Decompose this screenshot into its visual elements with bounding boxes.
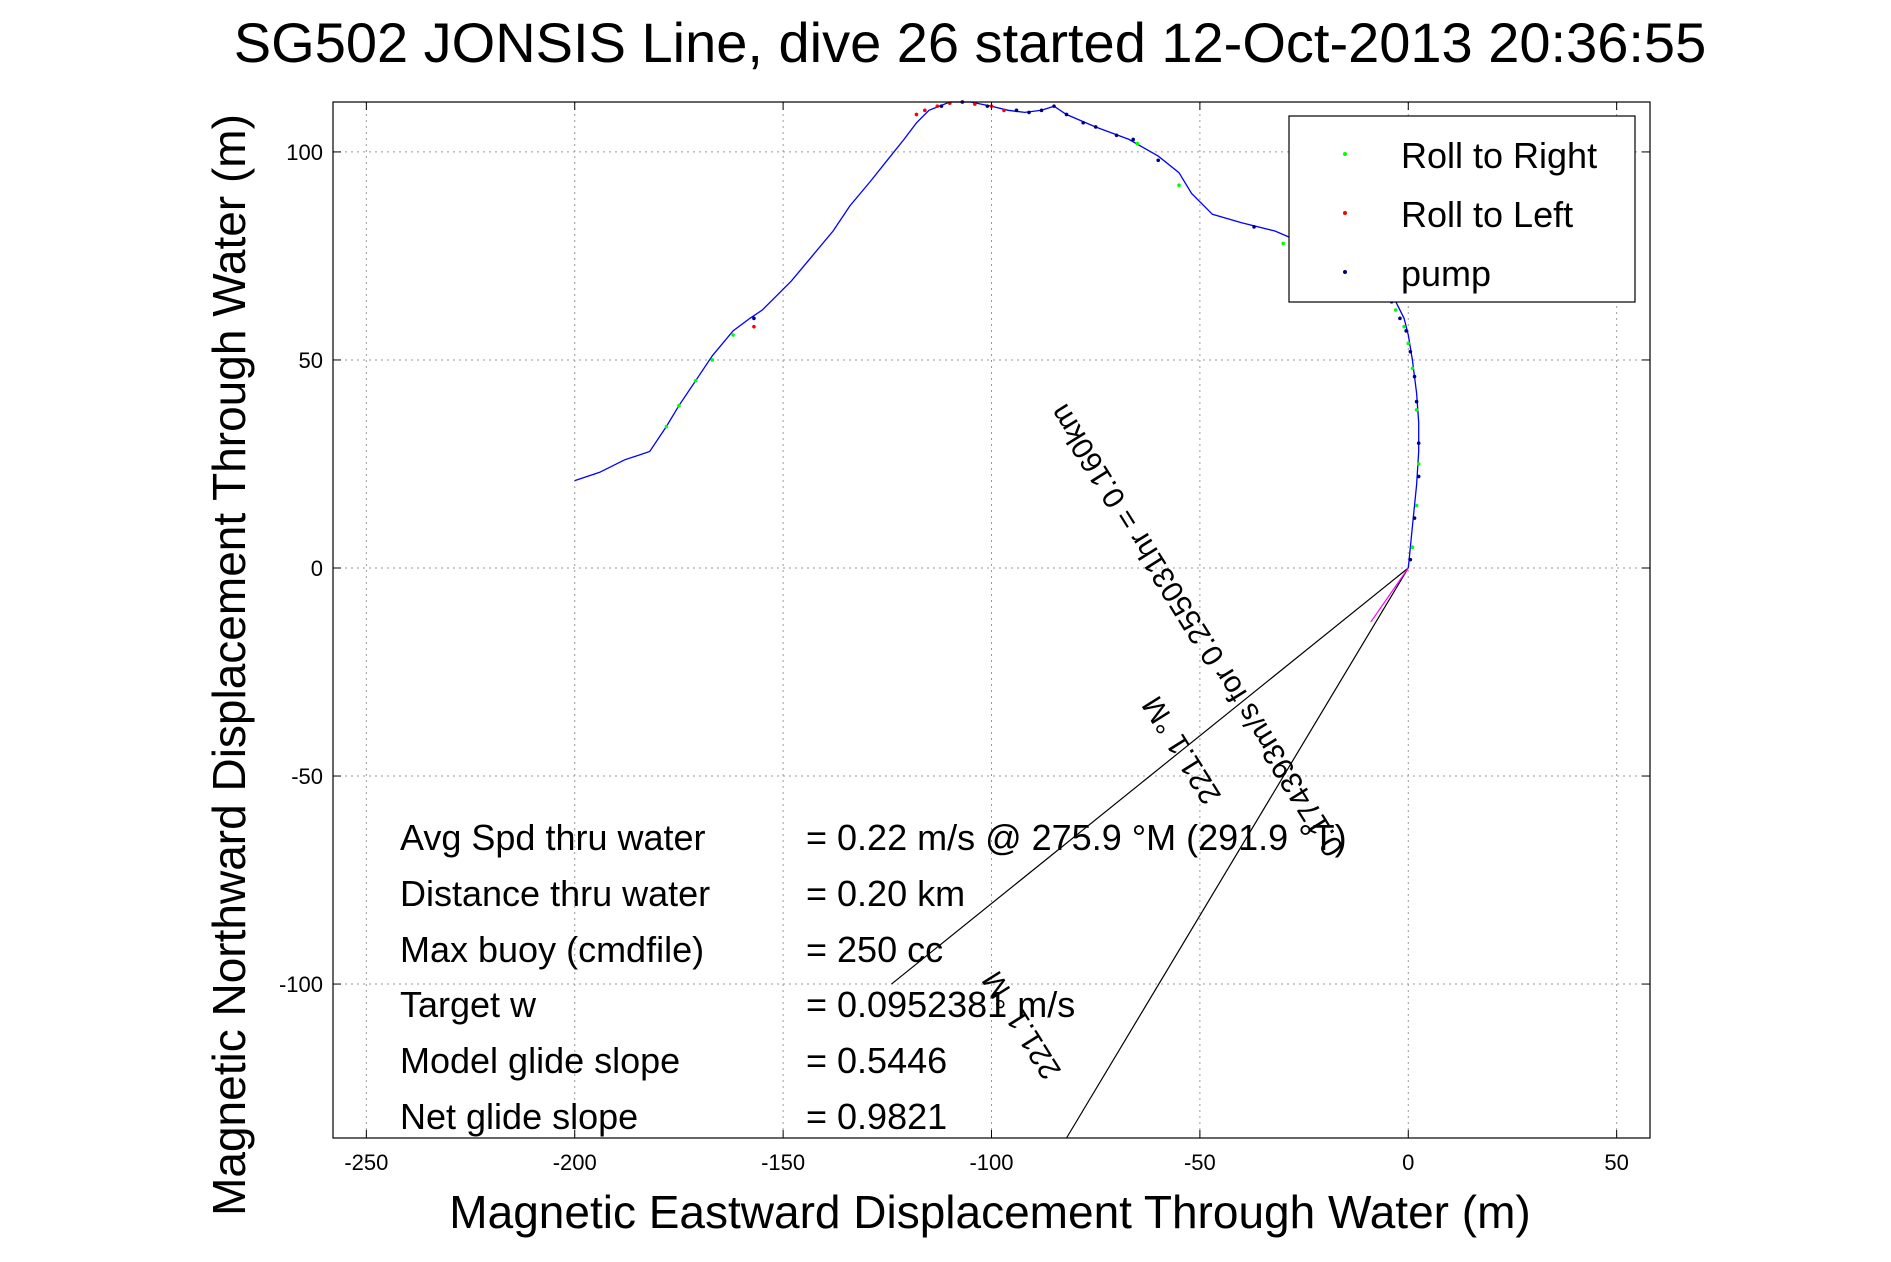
point-pump <box>1081 121 1085 125</box>
x-tick-label: -100 <box>969 1150 1013 1175</box>
point-pump <box>1131 137 1136 142</box>
y-tick-label: -100 <box>279 972 323 997</box>
point-roll-to-right <box>1410 366 1415 371</box>
point-pump <box>1408 557 1413 562</box>
point-pump <box>1039 108 1044 113</box>
x-tick-label: 0 <box>1402 1150 1414 1175</box>
point-pump <box>752 316 756 321</box>
x-tick-label: -200 <box>553 1150 597 1175</box>
point-roll-to-right <box>1406 341 1411 346</box>
point-pump <box>1064 112 1069 117</box>
point-roll-to-right <box>1402 324 1406 329</box>
point-roll-to-left <box>914 112 919 117</box>
point-pump <box>1052 104 1056 108</box>
grid <box>333 102 1650 1138</box>
point-roll-to-right <box>664 424 669 429</box>
point-pump <box>1027 110 1031 115</box>
axis-ticks: -250 -200 -150 -100 -50 0 50 -100 -50 0 50 100 <box>279 102 1650 1175</box>
point-pump <box>1156 158 1161 163</box>
vector-line <box>1370 567 1409 623</box>
y-tick-label: 50 <box>299 348 323 373</box>
point-pump <box>1404 329 1408 333</box>
point-pump <box>985 104 990 108</box>
point-roll-to-right <box>1410 545 1415 549</box>
x-tick-label: 50 <box>1604 1150 1628 1175</box>
point-roll-to-right <box>1135 141 1140 146</box>
stat-value: = 0.5446 <box>806 1040 947 1081</box>
point-roll-to-right <box>693 378 698 383</box>
point-roll-to-right <box>1414 408 1419 412</box>
point-roll-to-right <box>1177 183 1181 188</box>
x-tick-label: -150 <box>761 1150 805 1175</box>
point-roll-to-right <box>1393 308 1398 312</box>
point-pump <box>939 104 944 108</box>
point-roll-to-right <box>1416 462 1421 466</box>
stat-value: = 0.0952381 m/s <box>806 984 1075 1025</box>
stat-label: Target w <box>400 984 537 1025</box>
stat-label: Max buoy (cmdfile) <box>400 929 704 970</box>
stat-label: Model glide slope <box>400 1040 680 1081</box>
point-roll-to-left <box>1002 108 1006 113</box>
point-pump <box>1398 316 1402 321</box>
stat-label: Distance thru water <box>400 873 710 914</box>
point-roll-to-right <box>1281 241 1286 246</box>
legend-entry: Roll to Left <box>1401 194 1573 235</box>
point-roll-to-right <box>731 333 735 337</box>
legend: Roll to Right Roll to Left pump <box>1288 115 1636 303</box>
legend-marker <box>1343 152 1347 156</box>
stat-value: = 0.9821 <box>806 1096 947 1137</box>
stat-label: Net glide slope <box>400 1096 638 1137</box>
point-pump <box>1416 474 1421 479</box>
legend-entry: Roll to Right <box>1401 135 1597 176</box>
point-roll-to-left <box>973 102 977 106</box>
point-pump <box>1114 133 1119 138</box>
vector-line <box>1066 567 1409 1139</box>
point-pump <box>1408 349 1413 354</box>
y-tick-label: -50 <box>291 764 323 789</box>
legend-marker <box>1343 270 1347 274</box>
dive-track-line <box>574 101 1420 569</box>
point-pump <box>1252 225 1256 229</box>
point-roll-to-right <box>710 358 715 362</box>
point-pump <box>1416 441 1421 445</box>
point-roll-to-left <box>935 104 940 108</box>
point-pump <box>1014 108 1019 113</box>
point-pump <box>1412 516 1417 520</box>
point-roll-to-right <box>677 403 681 408</box>
point-roll-to-left <box>752 324 756 329</box>
point-pump <box>1093 125 1098 129</box>
legend-entry: pump <box>1401 253 1491 294</box>
dive-track <box>574 101 1420 569</box>
stat-value: = 0.20 km <box>806 873 965 914</box>
x-axis-label: Magnetic Eastward Displacement Through W… <box>449 1186 1530 1238</box>
legend-marker <box>1343 211 1347 215</box>
point-roll-to-left <box>923 108 927 113</box>
stat-value: = 0.22 m/s @ 275.9 °M (291.9 °T) <box>806 817 1347 858</box>
point-pump <box>1414 399 1419 404</box>
x-tick-label: -50 <box>1184 1150 1216 1175</box>
stat-label: Avg Spd thru water <box>400 817 706 858</box>
chart-title: SG502 JONSIS Line, dive 26 started 12-Oc… <box>234 11 1706 74</box>
vector-line <box>891 567 1409 985</box>
y-tick-label: 0 <box>311 556 323 581</box>
y-tick-label: 100 <box>286 140 323 165</box>
x-tick-label: -250 <box>344 1150 388 1175</box>
point-roll-to-right <box>1414 503 1419 508</box>
stats-annotation: Avg Spd thru water = 0.22 m/s @ 275.9 °M … <box>400 817 1347 1137</box>
vector-lines <box>891 567 1409 1139</box>
stat-value: = 250 cc <box>806 929 943 970</box>
point-pump <box>1412 374 1417 379</box>
y-axis-label: Magnetic Northward Displacement Through … <box>203 114 255 1216</box>
